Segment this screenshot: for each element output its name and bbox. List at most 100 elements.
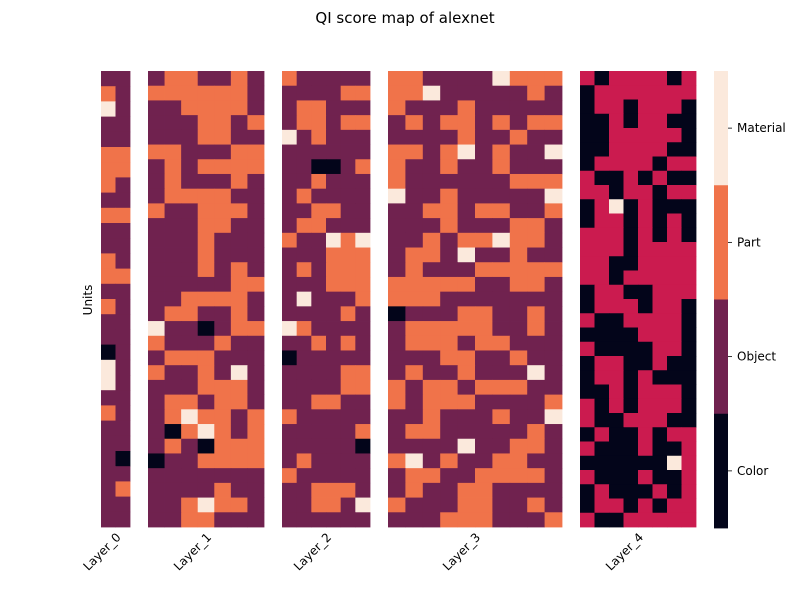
cell-part	[440, 379, 458, 396]
cell-red	[594, 227, 610, 243]
cell-object	[311, 453, 327, 469]
cell-part	[311, 173, 327, 190]
cell-color	[580, 142, 595, 157]
cell-object	[388, 232, 406, 248]
cell-object	[197, 173, 215, 190]
cell-red	[623, 413, 639, 428]
cell-red	[623, 185, 639, 200]
cell-object	[355, 409, 371, 425]
cell-red	[580, 413, 595, 428]
cell-part	[509, 262, 528, 278]
cell-object	[326, 100, 342, 116]
cell-object	[422, 262, 441, 278]
cell-object	[282, 100, 298, 116]
cell-color	[594, 455, 610, 471]
cell-color	[638, 341, 653, 357]
cell-part	[247, 276, 265, 293]
cell-part	[164, 71, 182, 87]
cell-part	[422, 291, 441, 307]
cell-color	[609, 427, 624, 442]
cell-part	[405, 85, 424, 101]
cell-part	[492, 468, 511, 484]
cell-red	[652, 99, 668, 115]
cell-part	[115, 207, 131, 224]
cell-part	[214, 203, 232, 219]
cell-object	[296, 247, 312, 263]
cell-object	[181, 144, 199, 160]
cell-object	[164, 365, 182, 381]
cell-object	[340, 350, 356, 366]
cell-object	[164, 115, 182, 131]
cell-object	[197, 394, 215, 410]
cell-object	[164, 453, 182, 469]
cell-material	[181, 409, 199, 425]
cell-object	[527, 512, 545, 528]
cell-object	[214, 350, 232, 366]
cell-object	[148, 394, 165, 410]
cell-object	[296, 379, 312, 396]
cell-color	[681, 327, 697, 343]
cell-part	[214, 482, 232, 498]
cell-object	[115, 283, 131, 300]
cell-object	[475, 188, 493, 204]
cell-red	[667, 498, 682, 514]
cell-object	[164, 335, 182, 351]
cell-object	[311, 512, 327, 528]
cell-part	[230, 394, 248, 410]
cell-object	[509, 144, 528, 160]
cell-part	[457, 276, 476, 293]
cell-object	[311, 71, 327, 87]
cell-object	[247, 468, 265, 484]
cell-red	[681, 455, 697, 471]
cell-part	[340, 335, 356, 351]
cell-part	[296, 115, 312, 131]
cell-red	[580, 256, 595, 271]
cell-red	[594, 185, 610, 200]
cell-object	[492, 512, 511, 528]
cell-part	[197, 291, 215, 307]
cell-red	[609, 284, 624, 300]
cell-object	[527, 482, 545, 498]
cell-red	[594, 427, 610, 442]
cell-part	[457, 321, 476, 337]
cell-object	[148, 232, 165, 248]
cell-part	[388, 100, 406, 116]
cell-part	[214, 218, 232, 234]
cell-color	[311, 159, 327, 175]
cell-red	[623, 313, 639, 328]
cell-part	[214, 188, 232, 204]
cell-part	[148, 144, 165, 160]
cell-object	[115, 405, 131, 421]
cell-part	[230, 71, 248, 87]
cell-object	[422, 115, 441, 131]
cell-object	[405, 394, 424, 410]
cell-object	[509, 512, 528, 528]
cell-red	[652, 170, 668, 186]
cell-part	[475, 203, 493, 219]
cell-color	[594, 128, 610, 143]
cell-object	[509, 365, 528, 381]
cell-red	[652, 341, 668, 357]
cell-object	[115, 390, 131, 406]
cell-object	[282, 159, 298, 175]
cell-object	[422, 365, 441, 381]
cell-part	[115, 481, 131, 497]
cell-object	[148, 247, 165, 263]
cell-color	[638, 356, 653, 371]
cell-object	[475, 144, 493, 160]
cell-part	[509, 438, 528, 454]
cell-object	[422, 497, 441, 513]
cell-object	[492, 497, 511, 513]
cell-part	[527, 306, 545, 322]
cell-part	[197, 218, 215, 234]
cell-object	[326, 409, 342, 425]
cell-red	[667, 299, 682, 314]
cell-red	[681, 256, 697, 271]
cell-object	[492, 365, 511, 381]
cell-object	[440, 85, 458, 101]
cell-part	[164, 438, 182, 454]
cell-material	[101, 359, 116, 376]
cell-object	[296, 276, 312, 293]
cell-red	[638, 413, 653, 428]
cell-red	[638, 498, 653, 514]
